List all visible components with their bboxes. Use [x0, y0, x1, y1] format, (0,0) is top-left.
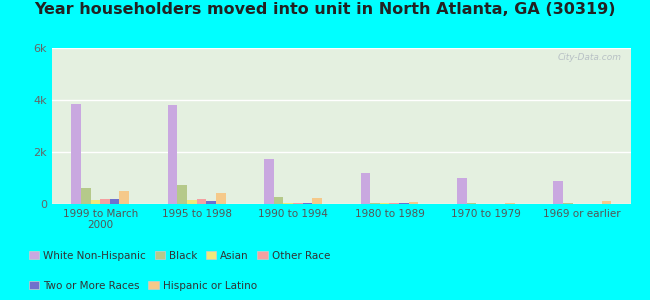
Bar [601, 201, 611, 204]
Bar [187, 200, 196, 204]
Bar [216, 193, 226, 204]
Bar [389, 203, 399, 204]
Bar [303, 203, 312, 204]
Bar [361, 173, 370, 204]
Bar [399, 203, 409, 204]
Text: City-Data.com: City-Data.com [558, 53, 622, 62]
Bar [196, 199, 206, 204]
Bar [81, 188, 90, 204]
Legend: Two or More Races, Hispanic or Latino: Two or More Races, Hispanic or Latino [25, 277, 261, 295]
Bar [72, 104, 81, 204]
Bar [168, 105, 177, 204]
Bar [293, 203, 303, 204]
Legend: White Non-Hispanic, Black, Asian, Other Race: White Non-Hispanic, Black, Asian, Other … [25, 247, 335, 265]
Bar [370, 203, 380, 204]
Bar [409, 202, 419, 204]
Bar [457, 178, 467, 204]
Bar [274, 197, 283, 204]
Bar [206, 201, 216, 204]
Bar [505, 203, 515, 204]
Bar [264, 158, 274, 204]
Bar [120, 191, 129, 204]
Bar [380, 203, 389, 204]
Bar [563, 203, 573, 204]
Bar [110, 199, 120, 204]
Bar [312, 198, 322, 204]
Bar [90, 200, 100, 204]
Bar [467, 203, 476, 204]
Bar [177, 184, 187, 204]
Bar [283, 203, 293, 204]
Text: Year householders moved into unit in North Atlanta, GA (30319): Year householders moved into unit in Nor… [34, 2, 616, 16]
Bar [100, 199, 110, 204]
Bar [553, 181, 563, 204]
